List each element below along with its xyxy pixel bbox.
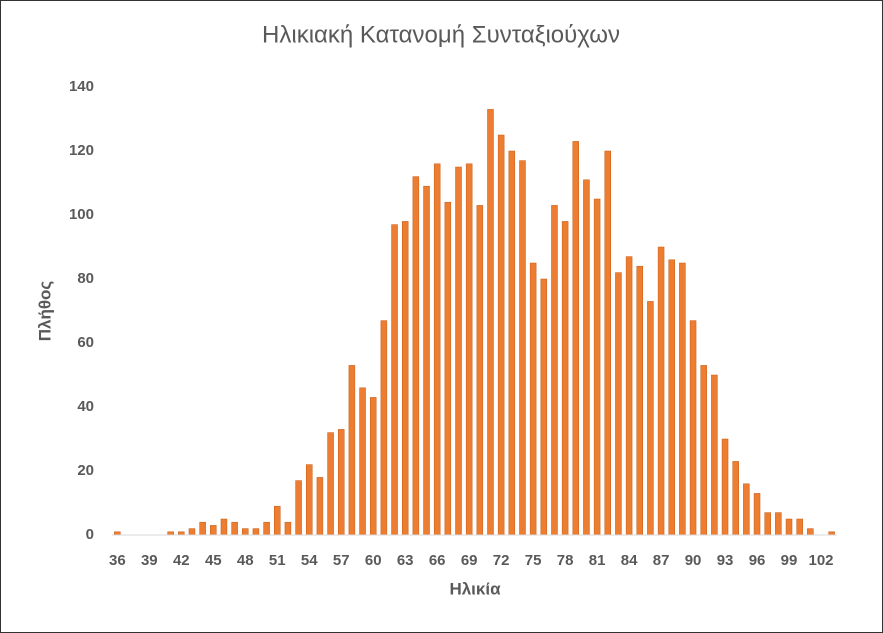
bar bbox=[423, 185, 430, 536]
bar bbox=[551, 205, 558, 536]
y-tick-label: 100 bbox=[69, 206, 94, 223]
bar bbox=[316, 477, 324, 536]
bar bbox=[764, 512, 771, 536]
bar bbox=[306, 464, 313, 536]
y-tick-label: 140 bbox=[69, 78, 94, 95]
x-tick-label: 42 bbox=[173, 552, 190, 569]
bar bbox=[583, 179, 590, 536]
y-tick-label: 120 bbox=[69, 142, 94, 159]
bar bbox=[689, 320, 697, 536]
bar bbox=[274, 505, 281, 536]
bar bbox=[380, 320, 388, 536]
bar bbox=[487, 109, 494, 536]
bar bbox=[625, 256, 633, 536]
bar bbox=[284, 521, 292, 536]
bar bbox=[743, 483, 750, 536]
bar bbox=[359, 387, 366, 536]
x-tick-label: 102 bbox=[808, 552, 833, 569]
bar bbox=[412, 176, 420, 536]
bar bbox=[572, 141, 580, 536]
bar bbox=[796, 518, 803, 536]
bar bbox=[668, 259, 675, 536]
bar bbox=[657, 246, 665, 536]
x-tick-label: 39 bbox=[141, 552, 158, 569]
bar bbox=[753, 493, 761, 536]
bar bbox=[679, 262, 686, 536]
x-tick-label: 75 bbox=[525, 552, 542, 569]
bar bbox=[220, 518, 228, 536]
x-tick-label: 84 bbox=[621, 552, 638, 569]
bar bbox=[391, 224, 398, 536]
chart-title: Ηλικιακή Κατανομή Συνταξιούχων bbox=[262, 21, 620, 48]
bar bbox=[242, 528, 249, 536]
bar bbox=[636, 265, 643, 536]
bar bbox=[775, 512, 782, 536]
x-tick-label: 99 bbox=[781, 552, 798, 569]
bar bbox=[295, 480, 302, 536]
x-tick-label: 57 bbox=[333, 552, 350, 569]
x-tick-label: 93 bbox=[717, 552, 734, 569]
x-tick-label: 48 bbox=[237, 552, 254, 569]
x-tick-label: 45 bbox=[205, 552, 222, 569]
bar bbox=[401, 221, 409, 536]
bar bbox=[369, 397, 377, 536]
x-tick-label: 36 bbox=[109, 552, 126, 569]
bar bbox=[711, 374, 718, 536]
bar bbox=[263, 521, 270, 536]
bar bbox=[785, 518, 793, 536]
y-tick-label: 60 bbox=[77, 334, 94, 351]
bar bbox=[188, 528, 196, 536]
bar bbox=[476, 205, 484, 536]
x-tick-label: 69 bbox=[461, 552, 478, 569]
x-axis-label: Ηλικία bbox=[449, 579, 501, 598]
bar bbox=[732, 461, 739, 536]
bar bbox=[327, 432, 334, 536]
bar bbox=[465, 163, 473, 536]
y-tick-label: 40 bbox=[77, 398, 94, 415]
x-tick-label: 72 bbox=[493, 552, 510, 569]
y-axis-label: Πλήθος bbox=[35, 281, 54, 342]
x-tick-label: 78 bbox=[557, 552, 574, 569]
bar bbox=[337, 429, 345, 536]
y-tick-label: 20 bbox=[77, 462, 94, 479]
x-tick-label: 63 bbox=[397, 552, 414, 569]
x-tick-label: 87 bbox=[653, 552, 670, 569]
bar bbox=[444, 201, 452, 536]
bar bbox=[529, 262, 537, 536]
bar bbox=[497, 134, 505, 536]
bar bbox=[593, 198, 601, 536]
bar bbox=[615, 272, 622, 536]
bar bbox=[721, 438, 729, 536]
bar bbox=[700, 365, 707, 536]
bar bbox=[199, 521, 206, 536]
bar bbox=[252, 528, 260, 536]
x-tick-label: 96 bbox=[749, 552, 766, 569]
x-tick-label: 90 bbox=[685, 552, 702, 569]
bar bbox=[604, 150, 612, 536]
y-tick-label: 80 bbox=[77, 270, 94, 287]
x-tick-label: 81 bbox=[589, 552, 606, 569]
bar bbox=[807, 528, 814, 536]
x-tick-label: 60 bbox=[365, 552, 382, 569]
bar bbox=[540, 278, 548, 536]
bar bbox=[519, 160, 526, 536]
y-tick-label: 0 bbox=[86, 526, 94, 543]
bar bbox=[348, 365, 356, 536]
bar bbox=[231, 521, 238, 536]
bar bbox=[561, 221, 569, 536]
bar bbox=[647, 301, 654, 536]
bar bbox=[455, 166, 462, 536]
x-tick-label: 51 bbox=[269, 552, 286, 569]
bar bbox=[210, 525, 217, 536]
x-tick-label: 66 bbox=[429, 552, 446, 569]
bar bbox=[433, 163, 441, 536]
x-tick-label: 54 bbox=[301, 552, 318, 569]
bar bbox=[508, 150, 516, 536]
